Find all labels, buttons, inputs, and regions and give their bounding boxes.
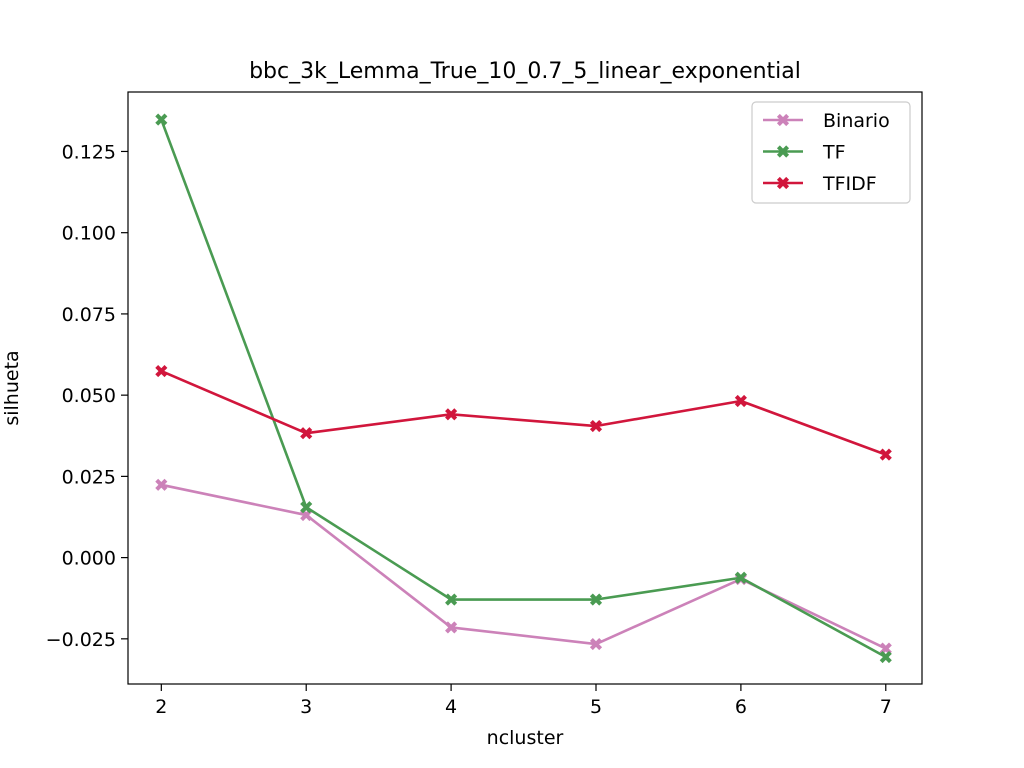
data-point-binario bbox=[879, 642, 892, 655]
data-point-tf bbox=[734, 571, 747, 584]
legend-marker-tfidf bbox=[776, 176, 790, 190]
legend-marker-tf bbox=[776, 145, 790, 158]
data-point-tf bbox=[300, 501, 313, 514]
series-line-tf bbox=[160, 119, 887, 659]
y-tick-label: 0.125 bbox=[62, 141, 116, 163]
series-tfidf bbox=[155, 365, 892, 461]
data-point-tfidf bbox=[445, 408, 458, 421]
data-point-tfidf bbox=[734, 394, 747, 408]
legend-box bbox=[751, 101, 911, 204]
x-tick-label: 4 bbox=[445, 696, 457, 718]
x-axis-label: ncluster bbox=[487, 727, 564, 749]
data-point-tfidf bbox=[300, 427, 313, 440]
legend-label-binario: Binario bbox=[823, 110, 890, 132]
data-point-binario bbox=[155, 478, 168, 491]
data-point-binario bbox=[589, 637, 603, 651]
series-layer bbox=[155, 113, 892, 664]
series-line-tfidf bbox=[160, 369, 887, 456]
data-point-tf bbox=[879, 650, 892, 664]
y-tick-label: 0.050 bbox=[62, 385, 116, 407]
y-tick-label: 0.075 bbox=[62, 304, 116, 326]
data-point-tf bbox=[589, 593, 603, 606]
y-axis-label: silhueta bbox=[1, 350, 23, 425]
x-tick-label: 7 bbox=[880, 696, 892, 718]
chart-title: bbc_3k_Lemma_True_10_0.7_5_linear_expone… bbox=[249, 59, 801, 84]
y-axis-ticks: −0.025 0.000 0.025 0.050 0.075 0.100 0.125 bbox=[46, 141, 128, 651]
legend-label-tfidf: TFIDF bbox=[822, 173, 877, 195]
x-tick-label: 2 bbox=[155, 696, 167, 718]
data-point-tfidf bbox=[155, 365, 168, 378]
y-tick-label: 0.100 bbox=[62, 223, 116, 245]
x-tick-label: 3 bbox=[300, 696, 312, 718]
x-tick-label: 5 bbox=[590, 696, 602, 718]
y-tick-label: 0.000 bbox=[62, 548, 116, 570]
y-tick-label: −0.025 bbox=[46, 629, 116, 651]
data-point-tf bbox=[445, 593, 458, 606]
data-point-tfidf bbox=[589, 419, 603, 433]
x-tick-label: 6 bbox=[735, 696, 747, 718]
x-axis-ticks: 2 3 4 5 6 7 bbox=[155, 684, 892, 718]
legend: Binario TF TFIDF bbox=[751, 101, 911, 204]
legend-marker-binario bbox=[776, 113, 790, 127]
legend-label-tf: TF bbox=[822, 142, 846, 164]
y-tick-label: 0.025 bbox=[62, 466, 116, 488]
plot-area-frame bbox=[127, 91, 923, 685]
data-point-tfidf bbox=[879, 448, 892, 461]
series-tf bbox=[155, 113, 892, 664]
data-point-binario bbox=[445, 621, 458, 634]
data-point-tf bbox=[155, 113, 168, 126]
